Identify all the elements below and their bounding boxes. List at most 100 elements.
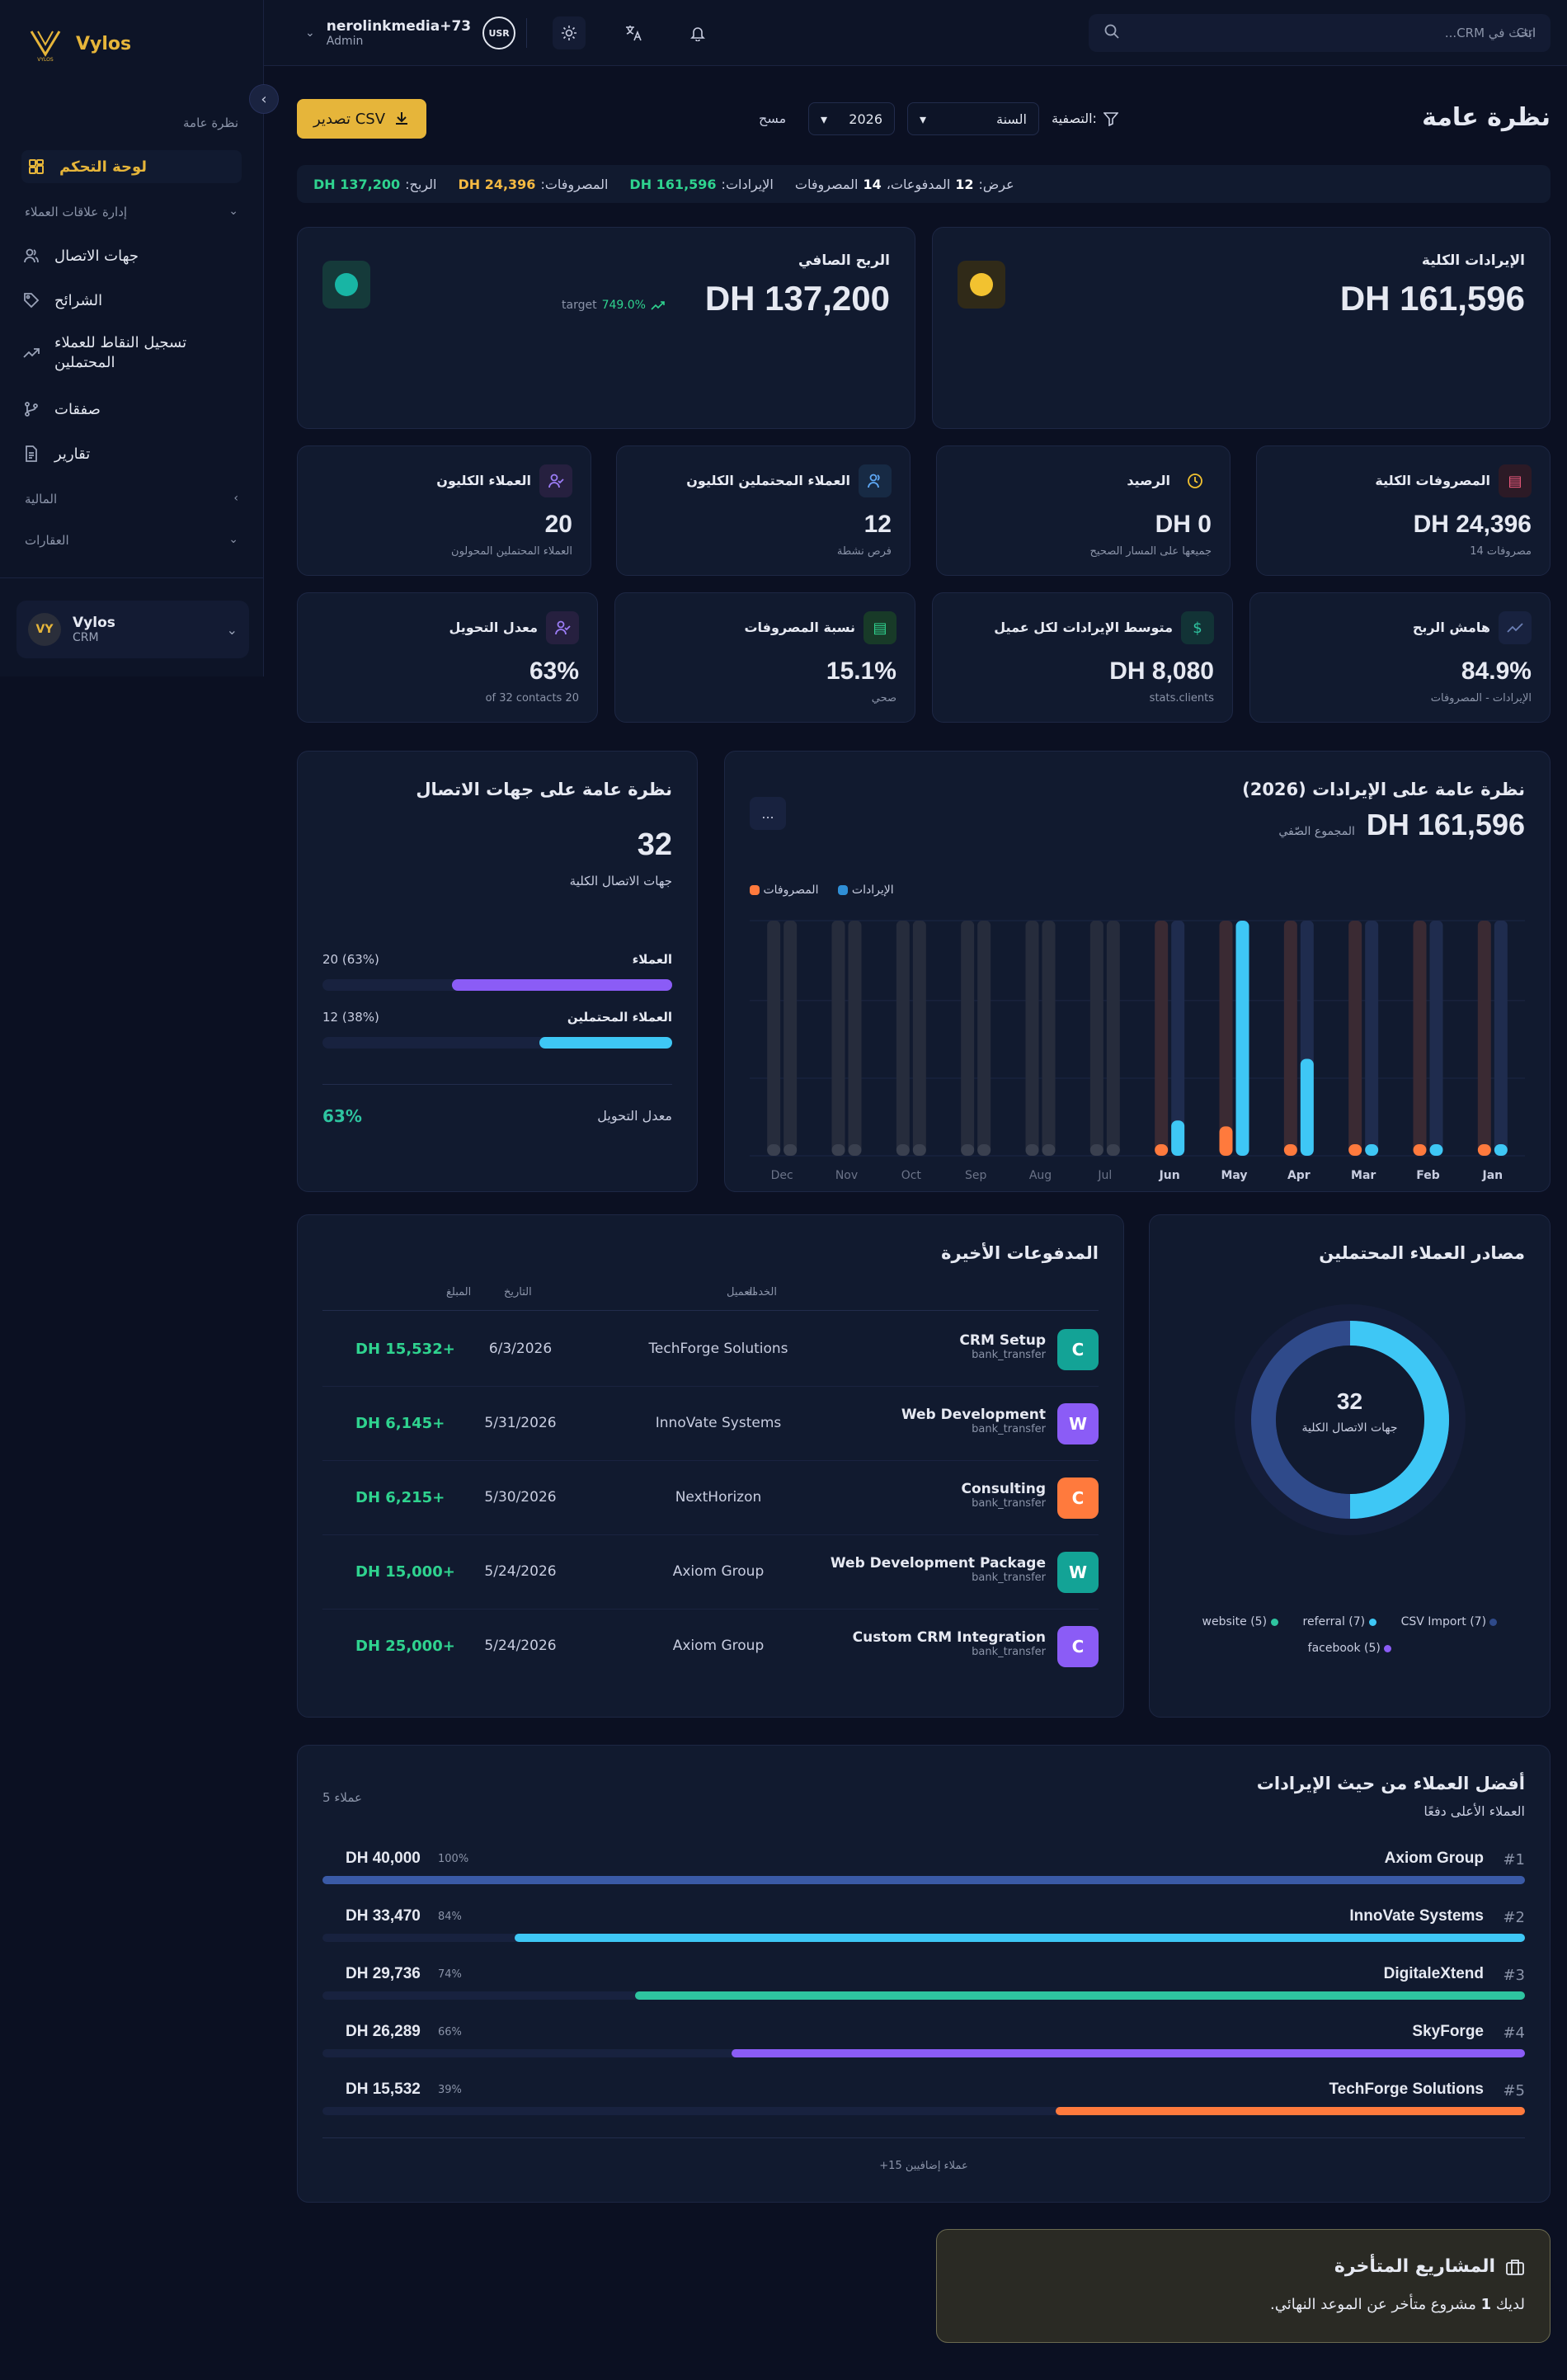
- payment-date: 5/30/2026: [484, 1489, 557, 1506]
- export-csv-button[interactable]: تصدير CSV: [297, 99, 427, 139]
- bar-revenue-feb[interactable]: [1429, 1144, 1443, 1156]
- bar-expenses-feb[interactable]: [1413, 1144, 1427, 1156]
- client-progress-fill: [731, 2049, 1525, 2057]
- clear-filters-button[interactable]: مسح: [759, 111, 787, 126]
- sidebar-section-finance[interactable]: المالية: [25, 492, 58, 507]
- bar-revenue-aug[interactable]: [1042, 1144, 1056, 1156]
- chevron-left-icon[interactable]: ‹: [233, 492, 238, 505]
- sidebar-item-deals[interactable]: صفقات: [21, 393, 242, 426]
- theme-toggle-button[interactable]: [553, 16, 586, 49]
- bar-background: [912, 921, 926, 1156]
- payment-client: Axiom Group: [672, 1638, 765, 1654]
- client-pct: 74%: [438, 1968, 462, 1981]
- payment-row[interactable]: C CRM Setup bank_transfer TechForge Solut…: [322, 1313, 1099, 1387]
- bell-icon: [690, 27, 705, 41]
- legend-expenses[interactable]: المصروفات: [750, 884, 818, 897]
- kpi-label: العملاء المحتملين الكليون: [686, 473, 850, 488]
- top-client-row[interactable]: #3 DigitaleXtend DH 29,736 74%: [322, 1963, 1525, 2021]
- kpi-avg-revenue: $ متوسط الإيرادات لكل عميل DH 8,080 stat…: [932, 592, 1233, 723]
- payment-row[interactable]: C Custom CRM Integration bank_transfer Ax…: [322, 1609, 1099, 1684]
- bar-revenue-dec[interactable]: [784, 1144, 798, 1156]
- sidebar-section-crm[interactable]: إدارة علاقات العملاء: [25, 205, 128, 219]
- payment-row[interactable]: W Web Development bank_transfer InnoVate …: [322, 1387, 1099, 1461]
- payment-avatar: W: [1057, 1403, 1099, 1444]
- year-select[interactable]: ▾ 2026: [808, 102, 895, 135]
- bar-expenses-jan[interactable]: [1477, 1144, 1491, 1156]
- sidebar-item-reports[interactable]: تقارير: [21, 437, 242, 470]
- contacts-total-label: جهات الاتصال الكلية: [569, 874, 672, 888]
- language-button[interactable]: [617, 16, 650, 49]
- top-clients-subtitle: العملاء الأعلى دفعًا: [1423, 1803, 1525, 1819]
- sidebar-item-dashboard[interactable]: لوحة التحكم: [21, 150, 242, 183]
- bar-revenue-jun[interactable]: [1171, 1120, 1185, 1156]
- client-progress: [322, 1876, 1525, 1884]
- chart-more-button[interactable]: ...: [750, 797, 786, 830]
- sidebar-item-contacts[interactable]: جهات الاتصال: [21, 239, 242, 272]
- bar-expenses-aug[interactable]: [1025, 1144, 1039, 1156]
- bar-background: [1155, 921, 1169, 1156]
- bar-revenue-apr[interactable]: [1300, 1058, 1314, 1156]
- bar-revenue-oct[interactable]: [912, 1144, 926, 1156]
- bar-expenses-jun[interactable]: [1155, 1144, 1169, 1156]
- divider: [322, 1084, 672, 1085]
- search-input[interactable]: ابحث في CRM... Ctrl: [1089, 14, 1551, 52]
- bar-revenue-sep[interactable]: [977, 1144, 991, 1156]
- bar-revenue-mar[interactable]: [1365, 1144, 1379, 1156]
- chevron-down-icon[interactable]: ⌄: [228, 205, 238, 218]
- top-client-row[interactable]: #5 TechForge Solutions DH 15,532 39%: [322, 2079, 1525, 2137]
- contacts-overview-card: نظرة عامة على جهات الاتصال 32 جهات الاتص…: [297, 751, 698, 1192]
- divider: [322, 2137, 1525, 2138]
- sidebar-collapse-button[interactable]: ‹: [249, 84, 279, 114]
- x-tick-label: Jan: [1482, 1169, 1503, 1182]
- sidebar-section-realestate[interactable]: العقارات: [25, 533, 69, 548]
- bar-expenses-may[interactable]: [1219, 1126, 1233, 1156]
- bar-expenses-sep[interactable]: [961, 1144, 975, 1156]
- bar-expenses-jul[interactable]: [1089, 1144, 1103, 1156]
- legend-csv-import[interactable]: CSV Import (7): [1401, 1615, 1498, 1628]
- sidebar-item-segments[interactable]: الشرائح: [21, 284, 242, 317]
- kpi-sub: جميعها على المسار الصحيح: [1089, 545, 1212, 558]
- notifications-button[interactable]: [681, 16, 714, 49]
- payment-row[interactable]: C Consulting bank_transfer NextHorizon 5/…: [322, 1461, 1099, 1535]
- legend-revenue[interactable]: الإيرادات: [838, 884, 894, 897]
- top-client-row[interactable]: #2 InnoVate Systems DH 33,470 84%: [322, 1906, 1525, 1963]
- user-check-icon: [539, 464, 572, 497]
- legend-website[interactable]: website (5): [1202, 1615, 1278, 1628]
- more-icon: ...: [761, 805, 774, 822]
- bar-expenses-mar[interactable]: [1348, 1144, 1362, 1156]
- legend-facebook[interactable]: facebook (5): [1308, 1642, 1392, 1655]
- summary-showing: عرض:: [978, 176, 1014, 192]
- top-clients-more[interactable]: +15 عملاء إضافيين: [879, 2160, 968, 2172]
- topbar-user-menu[interactable]: ⌄ nerolinkmedia+73 Admin USR: [305, 16, 516, 49]
- period-value: السنة: [996, 111, 1027, 127]
- clock-icon: [1179, 464, 1212, 497]
- sidebar-item-lead-scoring[interactable]: تسجيل النقاط للعملاء المحتملين: [21, 330, 242, 376]
- file-text-icon: [21, 444, 41, 464]
- bar-expenses-dec[interactable]: [767, 1144, 781, 1156]
- payment-row[interactable]: W Web Development Package bank_transfer A…: [322, 1535, 1099, 1609]
- x-tick-label: Nov: [835, 1169, 858, 1182]
- bar-revenue-jan[interactable]: [1494, 1144, 1508, 1156]
- sidebar-user-card[interactable]: VY Vylos CRM ⌄: [16, 601, 249, 658]
- bar-expenses-oct[interactable]: [896, 1144, 910, 1156]
- top-client-row[interactable]: #4 SkyForge DH 26,289 66%: [322, 2021, 1525, 2079]
- app-logo[interactable]: VYLOS Vylos: [26, 25, 131, 63]
- recent-payments-title: المدفوعات الأخيرة: [941, 1243, 1099, 1263]
- x-tick-label: Sep: [965, 1169, 987, 1182]
- bar-revenue-may[interactable]: [1235, 921, 1249, 1156]
- trending-up-icon: [651, 301, 665, 310]
- top-client-row[interactable]: #1 Axiom Group DH 40,000 100%: [322, 1848, 1525, 1906]
- period-select[interactable]: ▾ السنة: [907, 102, 1039, 135]
- bar-expenses-nov[interactable]: [831, 1144, 845, 1156]
- bar-expenses-apr[interactable]: [1283, 1144, 1297, 1156]
- top-clients-title: أفضل العملاء من حيث الإيرادات: [1256, 1774, 1525, 1793]
- user-badge: USR: [482, 16, 516, 49]
- bar-background: [1413, 921, 1427, 1156]
- kpi-balance: الرصيد DH 0 جميعها على المسار الصحيح: [936, 445, 1231, 576]
- bar-revenue-jul[interactable]: [1106, 1144, 1120, 1156]
- legend-referral[interactable]: referral (7): [1303, 1615, 1376, 1628]
- bar-revenue-nov[interactable]: [848, 1144, 862, 1156]
- sidebar: VYLOS Vylos نظرة عامة لوحة التحكم إدارة …: [0, 0, 264, 676]
- chevron-down-icon[interactable]: ⌄: [228, 533, 238, 546]
- briefcase-icon: [1506, 2259, 1524, 2275]
